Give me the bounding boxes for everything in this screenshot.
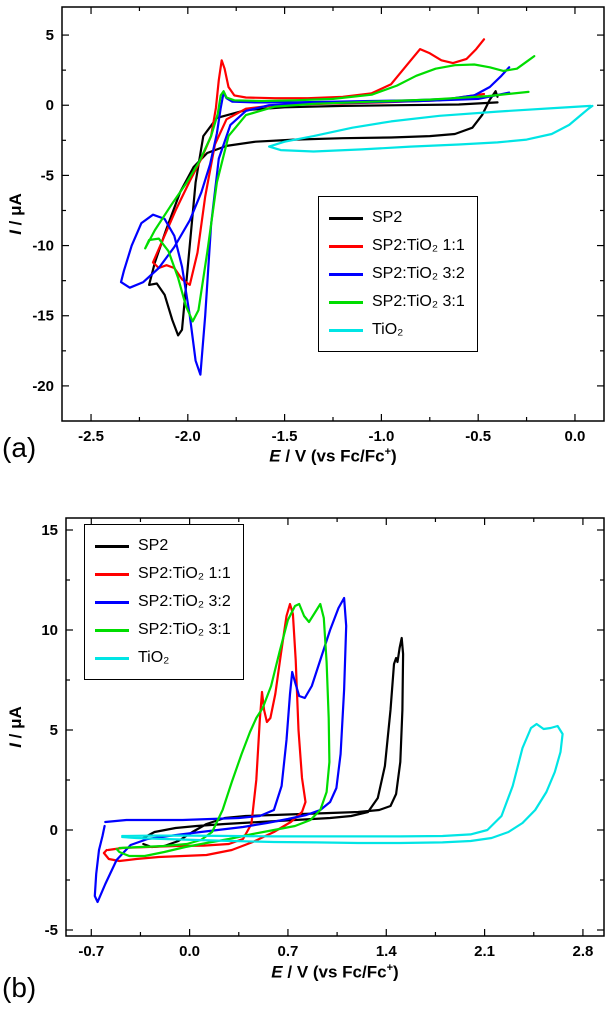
y-axis-title-a: I / μA: [6, 193, 26, 235]
svg-text:15: 15: [41, 522, 58, 539]
legend-item: TiO₂: [95, 644, 231, 672]
legend-line-swatch: [95, 600, 129, 604]
x-axis-title-a: E / V (vs Fc/Fc+): [269, 446, 396, 467]
svg-text:-2.0: -2.0: [175, 428, 201, 445]
svg-text:-0.7: -0.7: [78, 943, 104, 960]
svg-text:-1.0: -1.0: [368, 428, 394, 445]
y-axis-title-b: I / μA: [6, 706, 26, 748]
svg-text:-2.5: -2.5: [78, 428, 104, 445]
legend-label: SP2:TiO₂ 1:1: [372, 237, 465, 254]
svg-text:0: 0: [50, 822, 58, 839]
svg-text:2.8: 2.8: [572, 943, 593, 960]
panel-b-label: (b): [2, 972, 37, 1003]
x-title-unit: / V (vs Fc/Fc: [282, 962, 387, 982]
chart-a-canvas: -2.5 -2.0 -1.5 -1.0 -0.5 0.0 5 0 -5 -10 -15 -20: [32, 6, 605, 445]
svg-text:0.0: 0.0: [179, 943, 200, 960]
chart-b-canvas: -0.7 0.0 0.7 1.4 2.1 2.8 15 10 5 0 -5: [41, 517, 605, 960]
x-title-symbol: E: [269, 446, 281, 466]
x-title-superscript: +: [384, 446, 392, 458]
legend-label: SP2: [372, 209, 403, 226]
svg-text:-5: -5: [41, 167, 54, 184]
legend-line-swatch: [329, 244, 363, 248]
legend-label: SP2:TiO₂ 3:1: [372, 293, 465, 310]
legend-line-swatch: [95, 572, 129, 576]
legend-item: SP2:TiO₂ 1:1: [95, 560, 231, 588]
legend-label: TiO₂: [372, 321, 404, 338]
y-title-unit: / μA: [6, 706, 25, 744]
svg-text:-1.5: -1.5: [272, 428, 298, 445]
panel-a-label: (a): [2, 432, 37, 463]
y-title-unit: / μA: [6, 193, 25, 231]
x-title-paren: ): [393, 962, 399, 982]
x-axis-title-b: E / V (vs Fc/Fc+): [271, 962, 398, 983]
x-title-symbol: E: [271, 962, 283, 982]
x-title-unit: / V (vs Fc/Fc: [280, 446, 385, 466]
legend-label: TiO₂: [138, 649, 170, 666]
svg-text:-5: -5: [45, 922, 58, 939]
legend-b: SP2 SP2:TiO₂ 1:1 SP2:TiO₂ 3:2 SP2:TiO₂ 3…: [84, 524, 244, 680]
legend-label: SP2:TiO₂ 3:2: [138, 593, 231, 610]
legend-item: SP2:TiO₂ 3:1: [329, 288, 465, 316]
svg-text:-15: -15: [32, 308, 54, 325]
panel-b: -0.7 0.0 0.7 1.4 2.1 2.8 15 10 5 0 -5 SP2 SP2:TiO₂…: [0, 506, 616, 1012]
svg-text:-10: -10: [32, 238, 54, 255]
legend-label: SP2:TiO₂ 1:1: [138, 565, 231, 582]
svg-text:0.7: 0.7: [278, 943, 299, 960]
legend-item: SP2:TiO₂ 3:1: [95, 616, 231, 644]
legend-line-swatch: [95, 656, 129, 660]
legend-item: SP2:TiO₂ 1:1: [329, 232, 465, 260]
legend-line-swatch: [329, 300, 363, 304]
legend-line-swatch: [329, 272, 363, 276]
svg-text:0: 0: [46, 97, 54, 114]
x-title-paren: ): [391, 446, 397, 466]
legend-label: SP2:TiO₂ 3:1: [138, 621, 231, 638]
y-title-symbol: I: [6, 230, 25, 235]
legend-label: SP2:TiO₂ 3:2: [372, 265, 465, 282]
x-title-superscript: +: [386, 962, 394, 974]
legend-line-swatch: [95, 628, 129, 632]
y-title-symbol: I: [6, 743, 25, 748]
legend-line-swatch: [329, 216, 363, 220]
legend-item: TiO₂: [329, 316, 465, 344]
svg-text:5: 5: [46, 27, 54, 44]
legend-label: SP2: [138, 537, 169, 554]
svg-text:-0.5: -0.5: [465, 428, 491, 445]
svg-text:0.0: 0.0: [565, 428, 586, 445]
legend-item: SP2:TiO₂ 3:2: [95, 588, 231, 616]
legend-item: SP2: [329, 204, 465, 232]
legend-line-swatch: [329, 328, 363, 332]
panel-a: -2.5 -2.0 -1.5 -1.0 -0.5 0.0 5 0 -5 -10 -15 -20 SP2…: [0, 0, 616, 470]
svg-text:10: 10: [41, 622, 58, 639]
svg-text:2.1: 2.1: [474, 943, 495, 960]
legend-line-swatch: [95, 544, 129, 548]
legend-item: SP2:TiO₂ 3:2: [329, 260, 465, 288]
svg-text:1.4: 1.4: [376, 943, 398, 960]
legend-item: SP2: [95, 532, 231, 560]
svg-text:-20: -20: [32, 378, 54, 395]
legend-a: SP2 SP2:TiO₂ 1:1 SP2:TiO₂ 3:2 SP2:TiO₂ 3…: [318, 196, 478, 352]
svg-text:5: 5: [50, 722, 58, 739]
